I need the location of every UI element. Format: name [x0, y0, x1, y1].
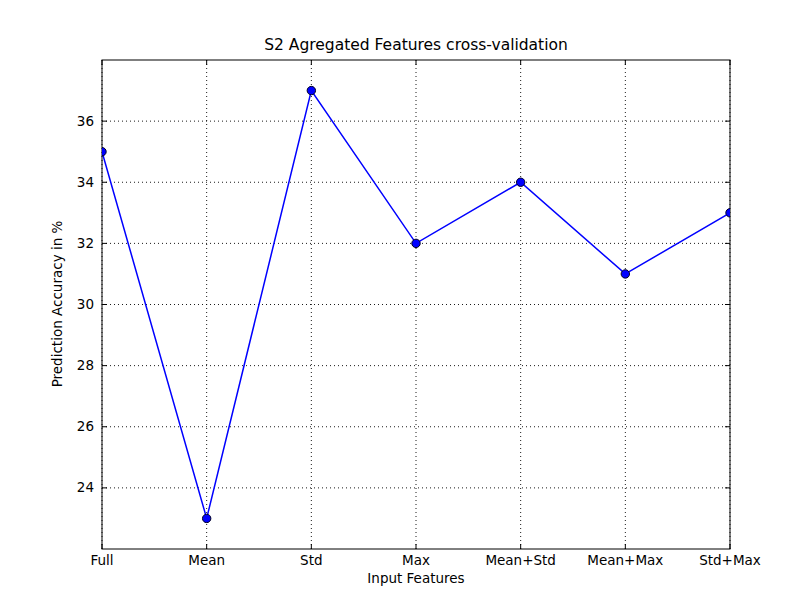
data-point	[307, 86, 315, 94]
y-axis-label: Prediction Accuracy in %	[49, 221, 65, 388]
plot-area: 24 26 28 30 32 34 36 Full Mean Std Max Mean+Std Mean…	[0, 0, 812, 612]
y-tick-label: 36	[77, 113, 94, 129]
x-tick-label: Std	[300, 552, 322, 568]
y-tick-label: 24	[77, 479, 94, 495]
data-point	[726, 209, 734, 217]
data-point	[98, 147, 106, 155]
x-tick-label: Full	[90, 552, 113, 568]
x-tick-label: Mean+Std	[485, 552, 556, 568]
y-tick-label: 32	[77, 235, 94, 251]
chart-title: S2 Agregated Features cross-validation	[102, 36, 730, 54]
x-tick-label: Max	[402, 552, 430, 568]
y-tick-label: 26	[77, 418, 94, 434]
x-axis-label: Input Features	[102, 570, 730, 586]
y-tick-label: 34	[77, 174, 94, 190]
y-tick-label: 30	[77, 296, 94, 312]
y-tick-label: 28	[77, 357, 94, 373]
data-point	[412, 239, 420, 247]
x-tick-label: Mean+Max	[587, 552, 663, 568]
figure: 24 26 28 30 32 34 36 Full Mean Std Max Mean+Std Mean…	[0, 0, 812, 612]
data-point	[202, 514, 210, 522]
data-point	[621, 270, 629, 278]
x-tick-label: Mean	[188, 552, 225, 568]
data-point	[516, 178, 524, 186]
x-tick-label: Std+Max	[699, 552, 761, 568]
